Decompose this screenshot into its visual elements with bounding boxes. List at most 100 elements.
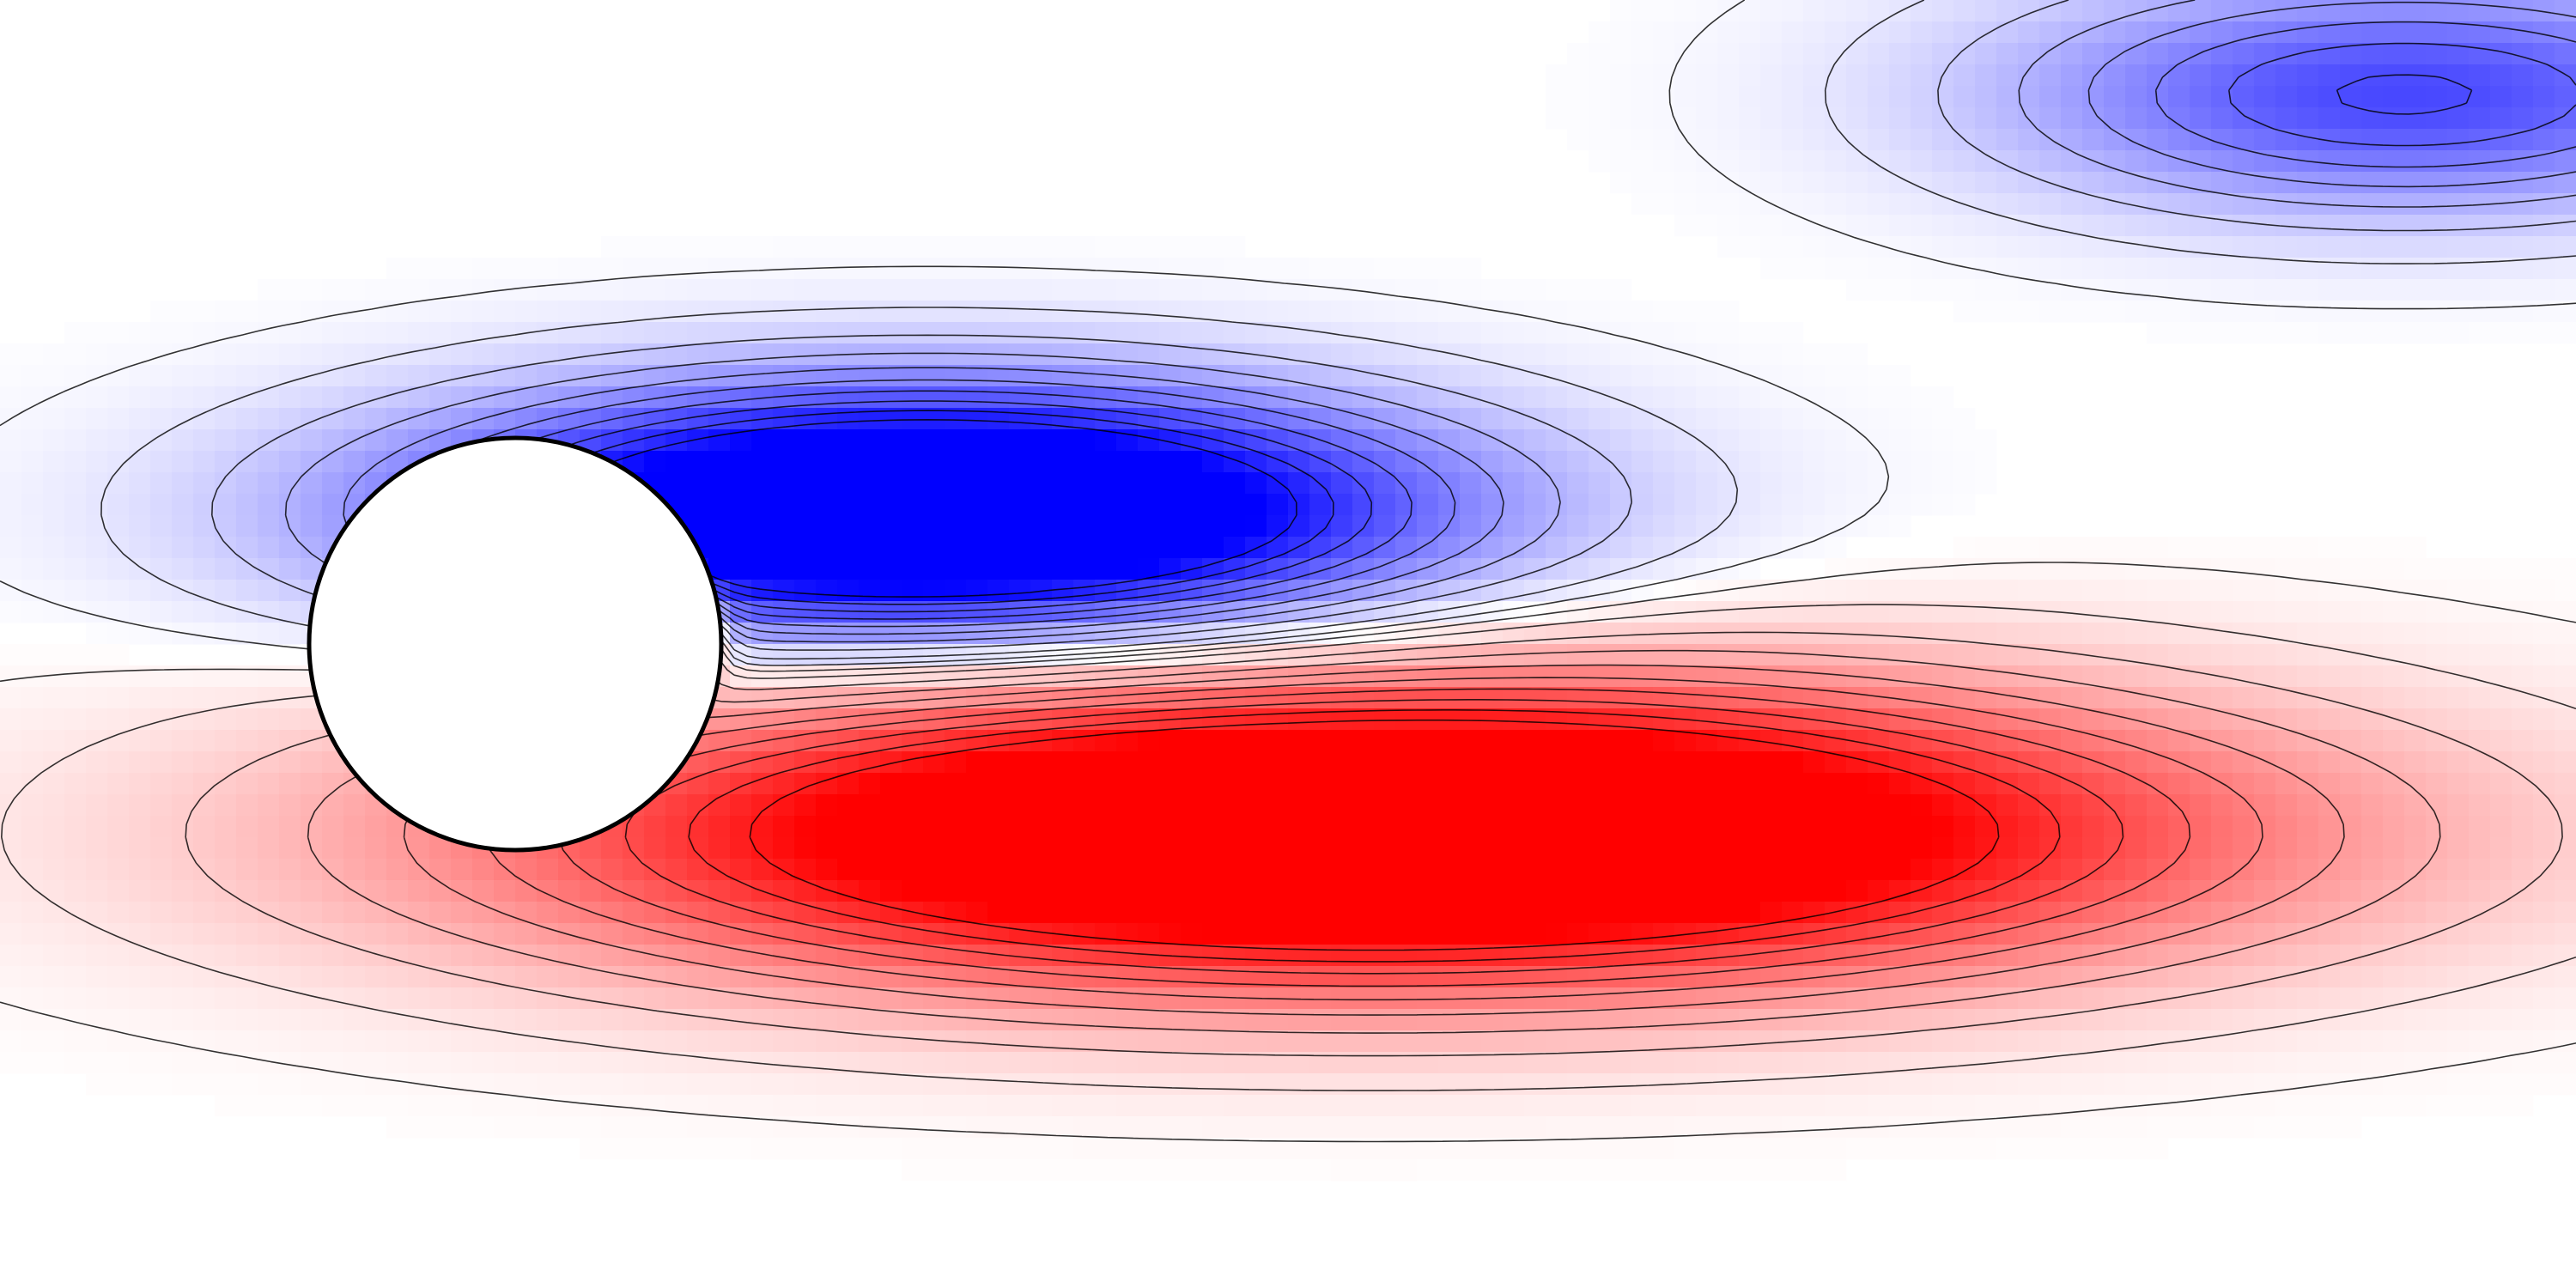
heatmap-cell bbox=[2555, 730, 2576, 752]
heatmap-cell bbox=[923, 236, 945, 258]
heatmap-cell bbox=[1095, 580, 1117, 602]
heatmap-cell bbox=[1610, 343, 1632, 366]
heatmap-cell bbox=[1331, 1073, 1353, 1096]
heatmap-cell bbox=[1674, 902, 1697, 924]
heatmap-cell bbox=[2039, 301, 2062, 323]
heatmap-cell bbox=[2297, 279, 2319, 301]
heatmap-cell bbox=[2082, 558, 2105, 580]
heatmap-cell bbox=[987, 515, 1010, 538]
heatmap-cell bbox=[1889, 665, 1911, 688]
heatmap-cell bbox=[2361, 730, 2384, 752]
heatmap-cell bbox=[21, 537, 44, 559]
heatmap-cell bbox=[429, 301, 452, 323]
heatmap-cell bbox=[1717, 107, 1740, 130]
heatmap-cell bbox=[2469, 880, 2491, 902]
heatmap-cell bbox=[1760, 816, 1783, 838]
heatmap-cell bbox=[1009, 301, 1031, 323]
heatmap-cell bbox=[1073, 773, 1096, 795]
heatmap-cell bbox=[1996, 623, 2019, 645]
heatmap-cell bbox=[343, 322, 366, 344]
heatmap-cell bbox=[2404, 644, 2427, 666]
heatmap-cell bbox=[472, 258, 495, 280]
heatmap-cell bbox=[1674, 150, 1697, 173]
heatmap-cell bbox=[107, 1009, 130, 1031]
heatmap-cell bbox=[1846, 1073, 1868, 1096]
heatmap-cell bbox=[816, 601, 838, 623]
heatmap-cell bbox=[1052, 236, 1074, 258]
heatmap-cell bbox=[1202, 1095, 1224, 1117]
heatmap-cell bbox=[730, 494, 752, 516]
heatmap-cell bbox=[902, 837, 924, 860]
heatmap-cell bbox=[2104, 172, 2126, 194]
heatmap-cell bbox=[301, 794, 323, 817]
heatmap-cell bbox=[1116, 837, 1139, 860]
heatmap-cell bbox=[86, 386, 108, 409]
heatmap-cell bbox=[515, 343, 538, 366]
heatmap-cell bbox=[129, 1030, 151, 1053]
heatmap-cell bbox=[794, 837, 817, 860]
heatmap-cell bbox=[1524, 837, 1546, 860]
heatmap-cell bbox=[1352, 945, 1375, 967]
heatmap-cell bbox=[1803, 987, 1826, 1010]
heatmap-cell bbox=[1889, 365, 1911, 387]
heatmap-cell bbox=[794, 665, 817, 688]
heatmap-cell bbox=[708, 1073, 731, 1096]
heatmap-cell bbox=[794, 408, 817, 430]
heatmap-cell bbox=[2082, 86, 2105, 108]
heatmap-cell bbox=[2383, 987, 2405, 1010]
heatmap-cell bbox=[1868, 773, 1890, 795]
heatmap-cell bbox=[1589, 86, 1611, 108]
heatmap-cell bbox=[1996, 1030, 2019, 1053]
heatmap-cell bbox=[2447, 1073, 2470, 1096]
heatmap-cell bbox=[2147, 644, 2169, 666]
heatmap-cell bbox=[623, 1009, 645, 1031]
heatmap-cell bbox=[1846, 236, 1868, 258]
heatmap-cell bbox=[1116, 279, 1139, 301]
heatmap-cell bbox=[2340, 193, 2362, 216]
heatmap-cell bbox=[1760, 859, 1783, 881]
heatmap-cell bbox=[64, 751, 87, 774]
heatmap-cell bbox=[1782, 1095, 1804, 1117]
heatmap-cell bbox=[880, 837, 902, 860]
heatmap-cell bbox=[1116, 472, 1139, 495]
heatmap-cell bbox=[1610, 408, 1632, 430]
heatmap-cell bbox=[2211, 301, 2233, 323]
heatmap-cell bbox=[1932, 751, 1954, 774]
heatmap-cell bbox=[1653, 816, 1675, 838]
heatmap-cell bbox=[837, 644, 860, 666]
heatmap-cell bbox=[1159, 1052, 1182, 1074]
heatmap-cell bbox=[1589, 794, 1611, 817]
heatmap-cell bbox=[2168, 966, 2190, 988]
heatmap-cell bbox=[1030, 794, 1053, 817]
heatmap-cell bbox=[1524, 902, 1546, 924]
heatmap-cell bbox=[1202, 494, 1224, 516]
heatmap-cell bbox=[86, 923, 108, 945]
heatmap-cell bbox=[21, 343, 44, 366]
heatmap-cell bbox=[880, 301, 902, 323]
heatmap-cell bbox=[21, 429, 44, 452]
heatmap-cell bbox=[1503, 322, 1525, 344]
heatmap-cell bbox=[408, 880, 430, 902]
heatmap-cell bbox=[773, 1095, 795, 1117]
heatmap-cell bbox=[2555, 1073, 2576, 1096]
heatmap-cell bbox=[1116, 816, 1139, 838]
heatmap-cell bbox=[2555, 150, 2576, 173]
heatmap-cell bbox=[1352, 515, 1375, 538]
heatmap-cell bbox=[1481, 794, 1504, 817]
heatmap-cell bbox=[2383, 945, 2405, 967]
heatmap-cell bbox=[2555, 966, 2576, 988]
heatmap-cell bbox=[43, 558, 65, 580]
heatmap-cell bbox=[2082, 43, 2105, 65]
heatmap-cell bbox=[687, 472, 709, 495]
heatmap-cell bbox=[1159, 1095, 1182, 1117]
heatmap-cell bbox=[2147, 1052, 2169, 1074]
heatmap-cell bbox=[1953, 837, 1976, 860]
heatmap-cell bbox=[2490, 1052, 2512, 1074]
heatmap-cell bbox=[1653, 644, 1675, 666]
heatmap-cell bbox=[1030, 236, 1053, 258]
heatmap-cell bbox=[1524, 730, 1546, 752]
heatmap-cell bbox=[1309, 601, 1332, 623]
heatmap-cell bbox=[193, 687, 216, 709]
heatmap-cell bbox=[494, 1073, 516, 1096]
